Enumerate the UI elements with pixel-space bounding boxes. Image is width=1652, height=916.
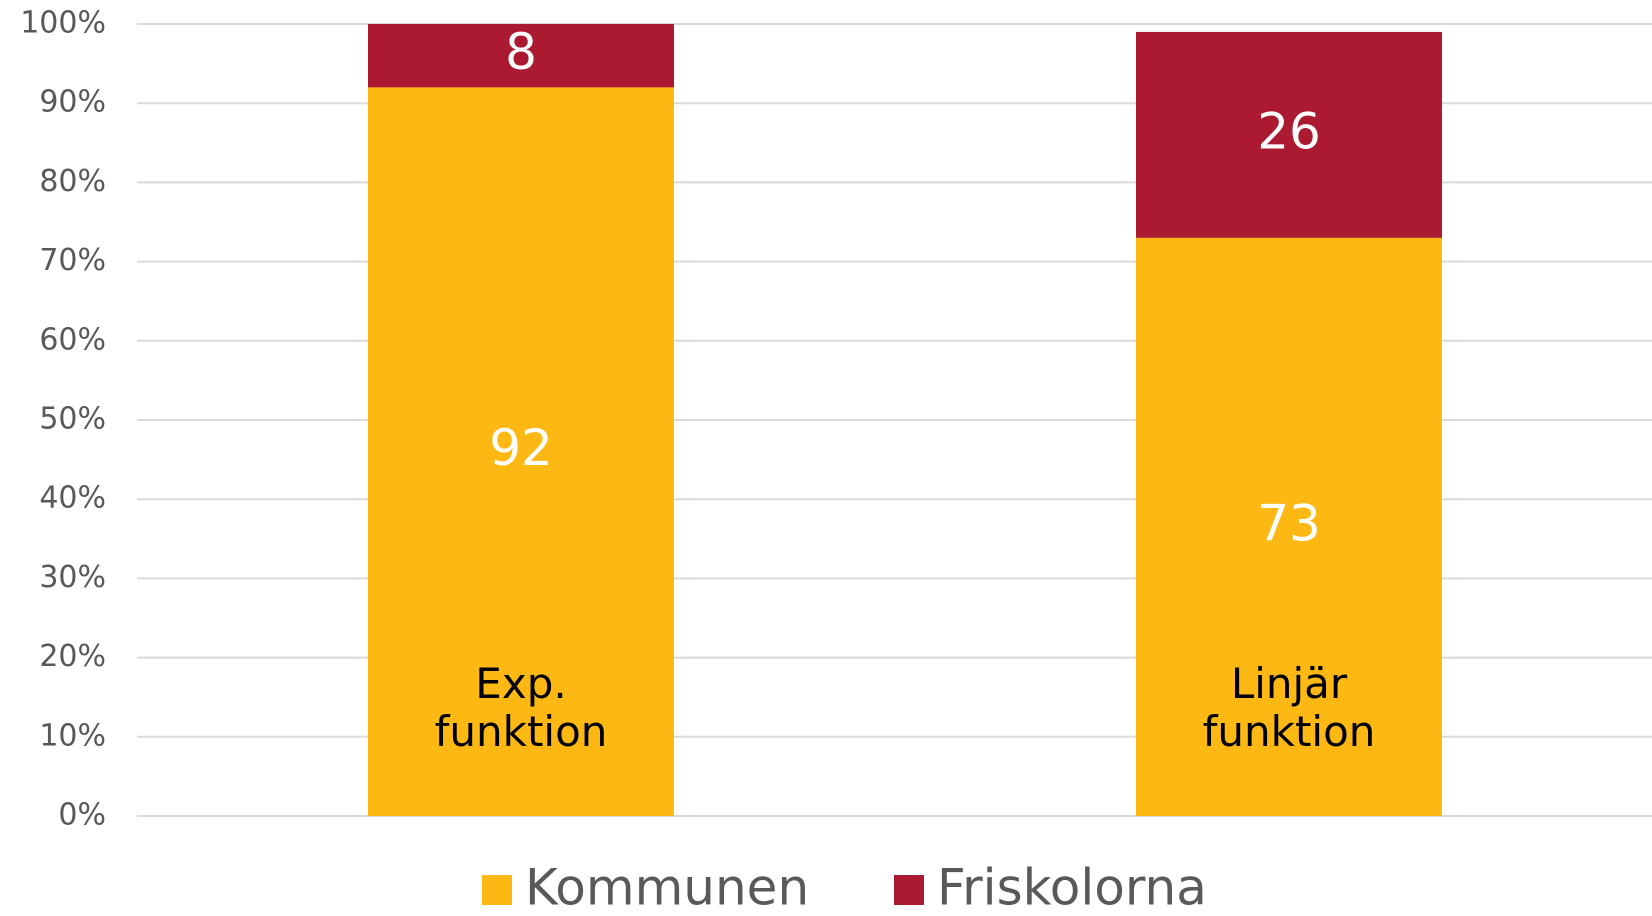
legend-label: Kommunen: [525, 859, 809, 916]
legend-swatch: [482, 875, 512, 905]
y-tick-label: 60%: [39, 322, 106, 357]
y-tick-label: 20%: [39, 639, 106, 674]
data-label: 73: [1257, 494, 1321, 552]
category-label: Exp. funktion: [434, 659, 608, 756]
y-tick-label: 50%: [39, 402, 106, 437]
y-tick-label: 90%: [39, 85, 106, 120]
bar-segment: [368, 87, 674, 817]
y-tick-label: 0%: [58, 798, 106, 833]
data-label: 92: [489, 419, 553, 477]
y-tick-label: 40%: [39, 481, 106, 516]
y-tick-label: 70%: [39, 243, 106, 278]
y-tick-label: 100%: [20, 6, 106, 41]
bar-segment: [368, 24, 674, 88]
data-label: 8: [505, 23, 537, 81]
y-tick-label: 30%: [39, 560, 106, 595]
bar-segment: [1136, 237, 1442, 817]
category-label: Linjär funktion: [1202, 659, 1376, 756]
y-tick-label: 10%: [39, 718, 106, 753]
y-tick-label: 80%: [39, 164, 106, 199]
bar-segment: [1136, 31, 1442, 238]
data-label: 26: [1257, 102, 1321, 160]
legend-swatch: [894, 875, 924, 905]
legend-label: Friskolorna: [937, 859, 1207, 916]
